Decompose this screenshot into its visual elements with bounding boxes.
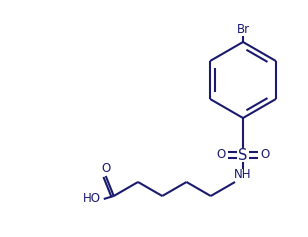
- Text: O: O: [260, 149, 270, 161]
- Text: HO: HO: [83, 192, 101, 205]
- Text: O: O: [101, 163, 110, 176]
- Text: NH: NH: [234, 169, 252, 182]
- Text: S: S: [238, 147, 248, 163]
- Text: O: O: [217, 149, 226, 161]
- Text: Br: Br: [237, 23, 249, 36]
